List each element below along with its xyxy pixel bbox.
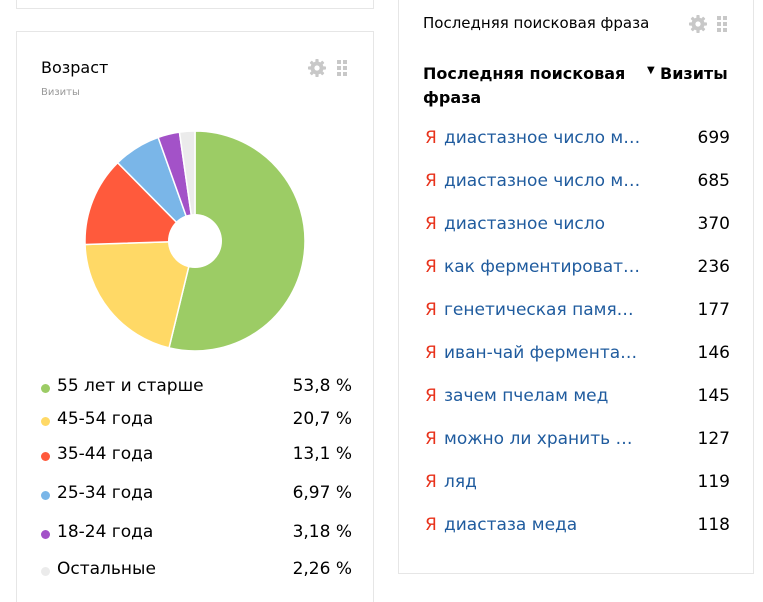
- search-phrase-link[interactable]: можно ли хранить …: [444, 429, 633, 449]
- visits-value: 118: [697, 515, 730, 535]
- gear-icon[interactable]: [307, 58, 327, 78]
- table-row[interactable]: Я диастазное число м… 685: [425, 171, 730, 197]
- legend-swatch: [41, 530, 50, 539]
- legend-swatch: [41, 384, 50, 393]
- search-phrase-link[interactable]: диастазное число м…: [444, 171, 641, 191]
- pie-slice-6[interactable]: [178, 130, 196, 242]
- visits-value: 685: [697, 171, 730, 191]
- legend-value: 20,7 %: [292, 409, 352, 429]
- search-phrase-link[interactable]: зачем пчелам мед: [444, 386, 609, 406]
- search-phrase-link[interactable]: диастазное число: [444, 214, 606, 234]
- yandex-icon: Я: [425, 300, 437, 320]
- table-row[interactable]: Я генетическая памя… 177: [425, 300, 730, 326]
- legend-label: 45-54 года: [57, 409, 154, 429]
- table-row[interactable]: Я можно ли хранить … 127: [425, 429, 730, 455]
- legend-swatch: [41, 567, 50, 576]
- pie-center-hole: [168, 214, 222, 268]
- grip-icon[interactable]: [336, 59, 348, 77]
- table-row[interactable]: Я диастазное число 370: [425, 214, 730, 240]
- age-pie-chart: [84, 130, 306, 352]
- legend-item[interactable]: 18-24 года 3,18 %: [40, 522, 354, 546]
- visits-value: 177: [697, 300, 730, 320]
- legend-value: 2,26 %: [292, 559, 352, 579]
- legend-item[interactable]: 45-54 года 20,7 %: [40, 409, 354, 433]
- search-phrase-link[interactable]: диастазное число м…: [444, 128, 641, 148]
- search-phrase-widget: [398, 0, 754, 574]
- yandex-icon: Я: [425, 429, 437, 449]
- legend-label: 25-34 года: [57, 483, 154, 503]
- visits-value: 699: [697, 128, 730, 148]
- table-row[interactable]: Я зачем пчелам мед 145: [425, 386, 730, 412]
- visits-value: 370: [697, 214, 730, 234]
- legend-value: 53,8 %: [292, 376, 352, 396]
- previous-widget-card: [16, 0, 374, 9]
- legend-swatch: [41, 491, 50, 500]
- visits-value: 236: [697, 257, 730, 277]
- search-phrase-link[interactable]: иван-чай фермента…: [444, 343, 638, 363]
- age-widget-title: Возраст: [41, 58, 109, 77]
- search-phrase-link[interactable]: диастаза меда: [444, 515, 578, 535]
- legend-label: 35-44 года: [57, 444, 154, 464]
- table-row[interactable]: Я как ферментироват… 236: [425, 257, 730, 283]
- yandex-icon: Я: [425, 472, 437, 492]
- yandex-icon: Я: [425, 257, 437, 277]
- yandex-icon: Я: [425, 386, 437, 406]
- yandex-icon: Я: [425, 214, 437, 234]
- legend-item[interactable]: 25-34 года 6,97 %: [40, 483, 354, 507]
- table-row[interactable]: Я ляд 119: [425, 472, 730, 498]
- search-phrase-link[interactable]: ляд: [444, 472, 477, 492]
- legend-value: 6,97 %: [292, 483, 352, 503]
- legend-swatch: [41, 417, 50, 426]
- legend-label: 18-24 года: [57, 522, 154, 542]
- grip-icon[interactable]: [716, 15, 728, 33]
- sort-desc-icon[interactable]: ▼: [647, 65, 655, 76]
- visits-value: 145: [697, 386, 730, 406]
- yandex-icon: Я: [425, 128, 437, 148]
- table-row[interactable]: Я диастаза меда 118: [425, 515, 730, 541]
- legend-item[interactable]: 55 лет и старше 53,8 %: [40, 376, 354, 400]
- visits-value: 146: [697, 343, 730, 363]
- column-header-phrase[interactable]: Последняя поисковая фраза: [423, 64, 626, 107]
- legend-item[interactable]: 35-44 года 13,1 %: [40, 444, 354, 468]
- table-row[interactable]: Я иван-чай фермента… 146: [425, 343, 730, 369]
- search-phrase-link[interactable]: генетическая памя…: [444, 300, 634, 320]
- legend-label: 55 лет и старше: [57, 376, 204, 396]
- visits-value: 127: [697, 429, 730, 449]
- pie-slice-2[interactable]: [84, 240, 196, 349]
- legend-swatch: [41, 452, 50, 461]
- legend-label: Остальные: [57, 559, 156, 579]
- visits-value: 119: [697, 472, 730, 492]
- search-widget-title: Последняя поисковая фраза: [423, 14, 650, 32]
- age-widget-subtitle: Визиты: [41, 87, 80, 98]
- legend-value: 13,1 %: [292, 444, 352, 464]
- search-phrase-link[interactable]: как ферментироват…: [444, 257, 641, 277]
- gear-icon[interactable]: [688, 14, 708, 34]
- yandex-icon: Я: [425, 343, 437, 363]
- yandex-icon: Я: [425, 171, 437, 191]
- column-header-visits[interactable]: Визиты: [660, 64, 728, 83]
- pie-slice-1[interactable]: [168, 130, 306, 352]
- yandex-icon: Я: [425, 515, 437, 535]
- table-row[interactable]: Я диастазное число м… 699: [425, 128, 730, 154]
- pie-slice-3[interactable]: [84, 161, 197, 246]
- legend-value: 3,18 %: [292, 522, 352, 542]
- legend-item[interactable]: Остальные 2,26 %: [40, 559, 354, 583]
